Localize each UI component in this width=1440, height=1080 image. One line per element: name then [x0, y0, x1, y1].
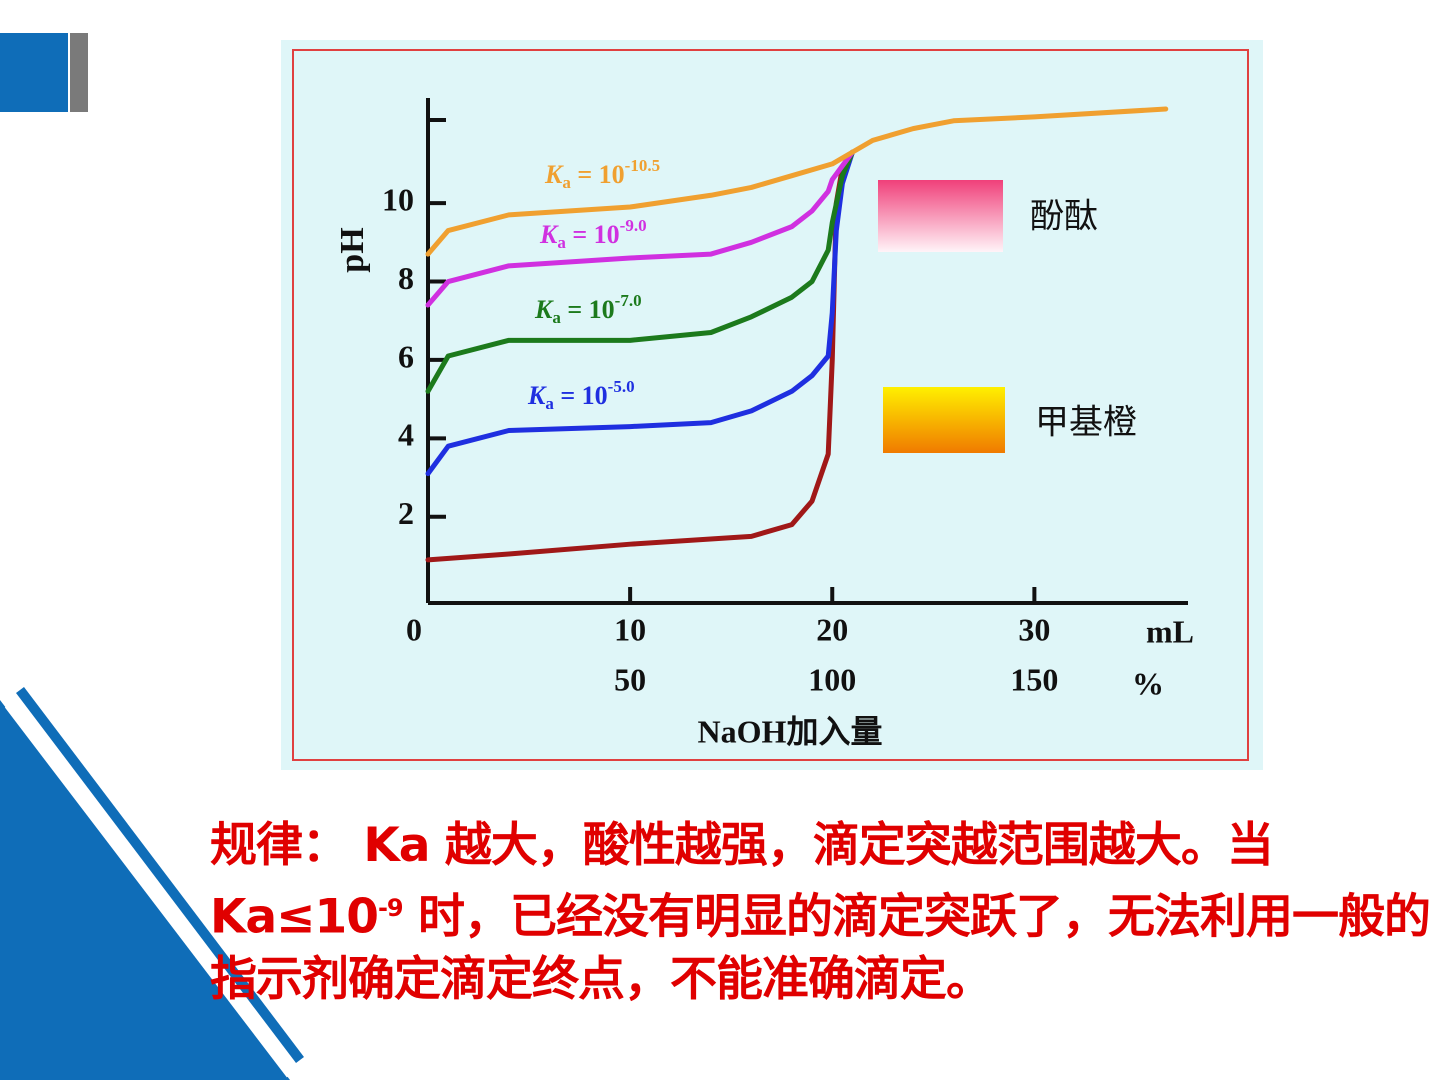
curve: [425, 149, 855, 394]
rule-text: 规律： Ka 越大，酸性越强，滴定突越范围越大。当 Ka≤10-9 时，已经没有…: [210, 815, 1435, 1011]
deco-square: [0, 33, 68, 112]
deco-stripe: [4, 702, 294, 1078]
curve: [425, 149, 855, 308]
indicator-swatch: [878, 180, 1003, 252]
label-k: K: [534, 295, 554, 324]
label-sub: a: [552, 308, 561, 327]
label-sup: -5.0: [608, 377, 635, 396]
label-sub: a: [557, 233, 566, 252]
label-k: K: [544, 160, 564, 189]
label-k: K: [539, 220, 559, 249]
deco-bar: [70, 33, 88, 112]
label-eq: = 10: [554, 381, 608, 410]
label-sup: -10.5: [625, 156, 660, 175]
deco-stripe: [16, 686, 304, 1064]
x2-unit: %: [1132, 665, 1164, 701]
label-eq: = 10: [571, 160, 625, 189]
y-axis-label: pH: [334, 227, 371, 272]
rule-part: 规律： Ka 越大，酸性越强，滴定突越范围越大。当 Ka≤10: [210, 818, 1274, 945]
curve-label: Ka = 10-7.0: [534, 291, 642, 327]
x-tick-label: 0: [406, 611, 422, 647]
x-unit: mL: [1146, 613, 1194, 649]
rule-part: 时，已经没有明显的滴定突跃了，无法利用一般的指示剂确定滴定终点，不能准确滴定。: [210, 889, 1431, 1007]
y-tick-label: 4: [398, 417, 414, 453]
y-tick-label: 8: [398, 260, 414, 296]
y-tick-label: 2: [398, 495, 414, 531]
label-sub: a: [562, 173, 571, 192]
curve-label: Ka = 10-5.0: [527, 377, 635, 413]
label-eq: = 10: [566, 220, 620, 249]
x2-tick-label: 100: [808, 661, 856, 697]
label-sub: a: [545, 394, 554, 413]
label-sup: -9.0: [620, 216, 647, 235]
label-sup: -7.0: [615, 291, 642, 310]
curve: [425, 149, 855, 477]
x2-tick-label: 50: [614, 661, 646, 697]
x-axis-label: NaOH加入量: [698, 713, 883, 749]
curve-label: Ka = 10-9.0: [539, 216, 647, 252]
x-tick-label: 20: [816, 611, 848, 647]
x-tick-label: 30: [1018, 611, 1050, 647]
chart-border: [292, 49, 1249, 761]
x2-tick-label: 150: [1010, 661, 1058, 697]
y-tick-label: 10: [382, 181, 414, 217]
indicator-label: 甲基橙: [1035, 403, 1137, 443]
chart-bg: [281, 40, 1263, 770]
curve: [425, 106, 1169, 257]
indicator-swatch: [883, 387, 1005, 453]
label-k: K: [527, 381, 547, 410]
y-tick-label: 6: [398, 338, 414, 374]
curve-label: Ka = 10-10.5: [544, 156, 660, 192]
x-tick-label: 10: [614, 611, 646, 647]
label-eq: = 10: [561, 295, 615, 324]
indicator-label: 酚酞: [1030, 197, 1098, 237]
rule-sup: -9: [377, 894, 404, 922]
